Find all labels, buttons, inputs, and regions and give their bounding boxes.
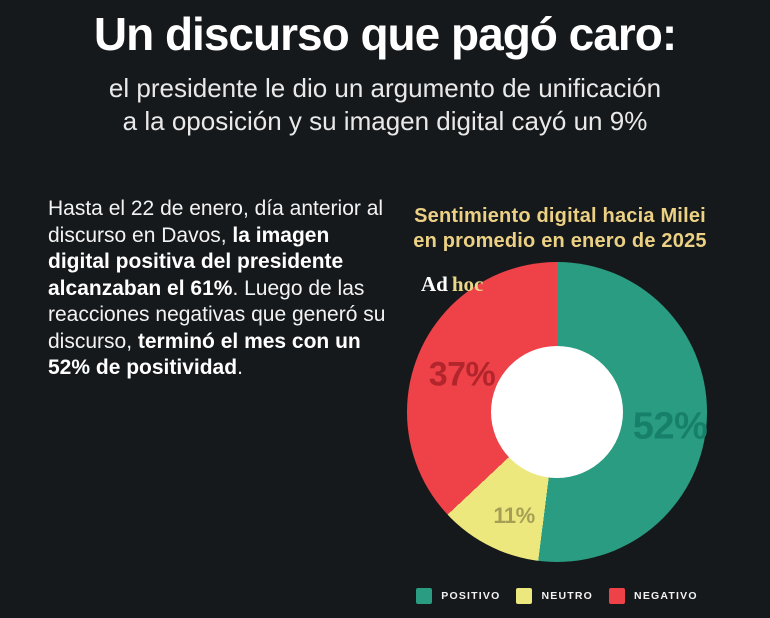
body-paragraph: Hasta el 22 de enero, día anterior al di… bbox=[48, 196, 386, 382]
page-subtitle: el presidente le dio un argumento de uni… bbox=[0, 72, 770, 138]
chart-legend: POSITIVO NEUTRO NEGATIVO bbox=[407, 588, 707, 604]
legend-label-positivo: POSITIVO bbox=[441, 590, 501, 602]
slice-label-negativo: 37% bbox=[428, 355, 496, 394]
page-title: Un discurso que pagó caro: bbox=[93, 8, 677, 60]
adhoc-logo-ad: Ad bbox=[421, 272, 448, 296]
chart-title-line1: Sentimiento digital hacia Milei bbox=[414, 205, 706, 227]
page-subtitle-line1: el presidente le dio un argumento de uni… bbox=[108, 73, 662, 103]
legend-item-negativo: NEGATIVO bbox=[609, 588, 698, 604]
body-segment: . Luego de las reacciones negativas que … bbox=[48, 276, 386, 353]
chart-title: Sentimiento digital hacia Milei en prome… bbox=[390, 204, 730, 254]
legend-item-positivo: POSITIVO bbox=[416, 588, 500, 604]
donut-hole bbox=[491, 346, 623, 478]
adhoc-logo: Ad hoc bbox=[421, 272, 483, 297]
body-segment-bold: la imagen digital positiva del president… bbox=[48, 223, 344, 300]
legend-label-negativo: NEGATIVO bbox=[634, 590, 698, 602]
legend-swatch-positivo bbox=[416, 588, 433, 604]
adhoc-logo-hoc: hoc bbox=[451, 272, 484, 296]
legend-label-neutro: NEUTRO bbox=[541, 590, 594, 602]
slice-label-neutro: 11% bbox=[493, 503, 535, 528]
legend-swatch-negativo bbox=[609, 588, 626, 604]
body-segment-bold: terminó el mes con un 52% de positividad bbox=[48, 329, 361, 380]
body-segment: . bbox=[237, 356, 243, 379]
donut-chart: 52% 11% 37% bbox=[407, 262, 708, 562]
page-subtitle-line2: a la oposición y su imagen digital cayó … bbox=[122, 106, 648, 136]
slice-label-positivo: 52% bbox=[632, 405, 708, 448]
legend-swatch-neutro bbox=[516, 588, 533, 604]
legend-item-neutro: NEUTRO bbox=[516, 588, 593, 604]
chart-title-line2: en promedio en enero de 2025 bbox=[413, 230, 707, 252]
body-segment: Hasta el 22 de enero, día anterior al di… bbox=[48, 197, 384, 247]
